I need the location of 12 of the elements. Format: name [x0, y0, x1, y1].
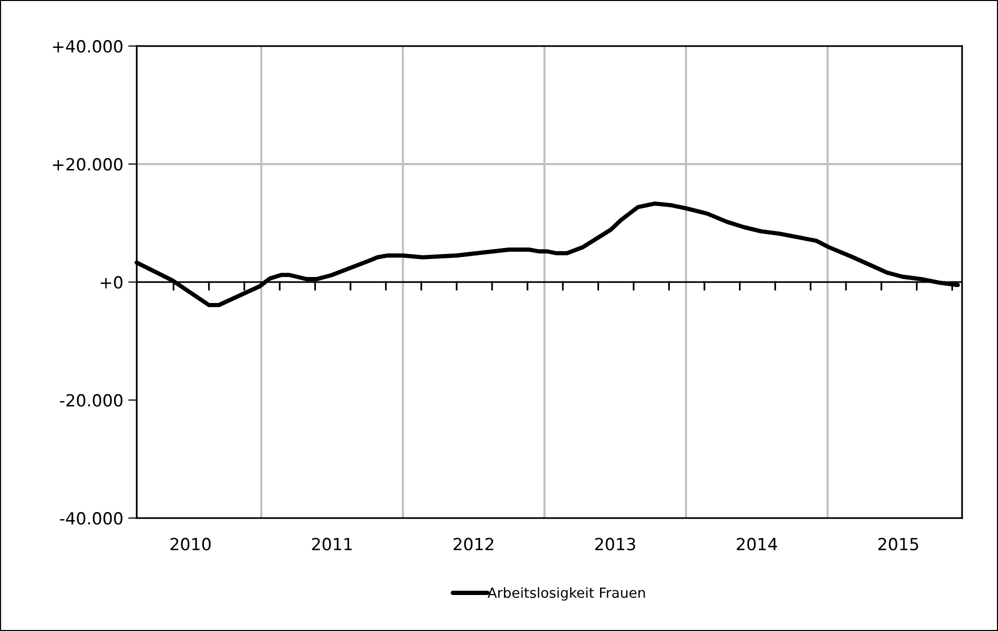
y-tick-label: +0	[100, 276, 122, 289]
y-tick-label: +40.000	[53, 40, 122, 53]
y-tick-label: -20.000	[60, 394, 122, 407]
y-tick-label: -40.000	[60, 512, 122, 525]
x-tick-label: 2011	[312, 538, 352, 550]
x-tick-label: 2010	[170, 538, 211, 550]
x-tick-label: 2012	[454, 538, 494, 550]
x-tick-label: 2013	[595, 538, 636, 550]
x-tick-label: 2014	[736, 538, 778, 550]
legend-label: Arbeitslosigkeit Frauen	[488, 587, 645, 601]
x-tick-label: 2015	[878, 538, 918, 550]
y-tick-label: +20.000	[53, 158, 122, 171]
